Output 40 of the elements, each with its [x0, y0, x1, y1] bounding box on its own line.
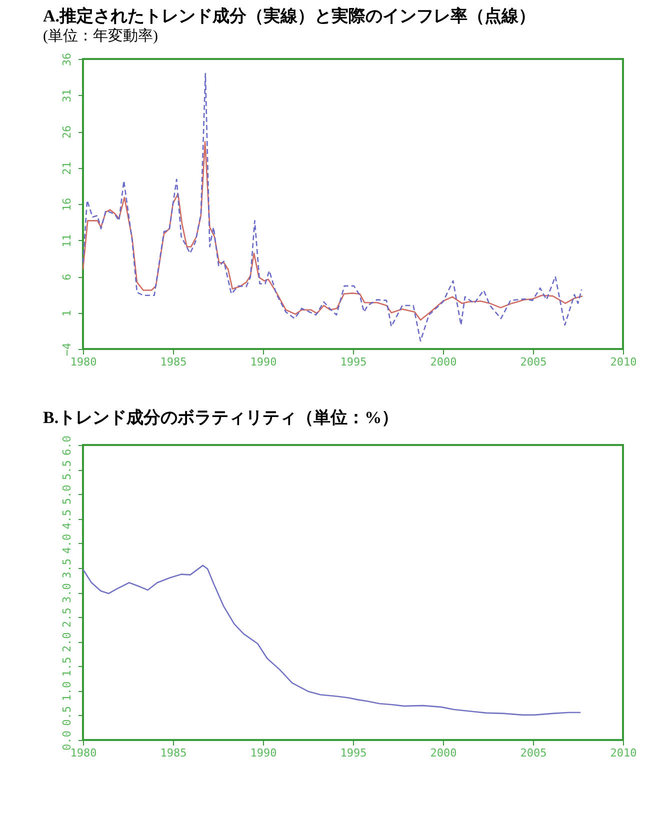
- x-tick-label: 1990: [250, 746, 277, 760]
- y-tick-label: −4: [60, 342, 74, 356]
- x-tick-label: 1985: [160, 356, 187, 368]
- x-tick-label: 2010: [610, 356, 637, 368]
- y-tick-label: 16: [60, 198, 74, 212]
- y-tick-label: 6.0: [60, 436, 74, 456]
- y-tick-label: 4.5: [60, 509, 74, 530]
- chart-title: B.トレンド成分のボラティリティ（単位：%）: [43, 408, 399, 428]
- x-tick-label: 1990: [250, 356, 277, 368]
- y-tick-label: 31: [60, 89, 74, 102]
- y-tick-label: 26: [60, 125, 74, 139]
- y-tick-label: 5.0: [60, 484, 74, 505]
- chart-title: A.推定されたトレンド成分（実線）と実際のインフレ率（点線）: [43, 6, 536, 26]
- line-series: [82, 564, 582, 716]
- x-tick-label: 2005: [520, 746, 547, 760]
- y-tick-label: 1.0: [60, 681, 74, 702]
- y-tick-label: 0.5: [60, 706, 74, 726]
- x-tick-label: 2000: [430, 746, 457, 760]
- x-tick-label: 2010: [610, 746, 637, 760]
- y-tick-label: 3.5: [60, 558, 74, 578]
- y-tick-label: 1: [60, 310, 74, 317]
- x-tick-label: 2005: [520, 356, 547, 368]
- x-tick-label: 1995: [340, 746, 367, 760]
- y-tick-label: 2.0: [60, 632, 74, 652]
- y-tick-label: 1.5: [60, 656, 74, 677]
- y-tick-label: 4.0: [60, 534, 74, 554]
- chart-subtitle: (単位：年変動率): [43, 27, 158, 44]
- y-tick-label: 6: [60, 274, 74, 280]
- y-tick-label: 3.0: [60, 583, 74, 603]
- x-tick-label: 1985: [160, 746, 187, 760]
- line-series: [82, 72, 582, 342]
- x-tick-label: 1980: [70, 356, 97, 368]
- y-tick-label: 21: [60, 162, 74, 175]
- line-series: [82, 141, 584, 321]
- y-tick-label: 36: [60, 52, 74, 66]
- y-tick-label: 5.5: [60, 460, 74, 480]
- x-tick-label: 2000: [430, 356, 457, 368]
- y-tick-label: 11: [60, 234, 74, 248]
- x-tick-label: 1995: [340, 356, 367, 368]
- y-tick-label: 2.5: [60, 608, 74, 628]
